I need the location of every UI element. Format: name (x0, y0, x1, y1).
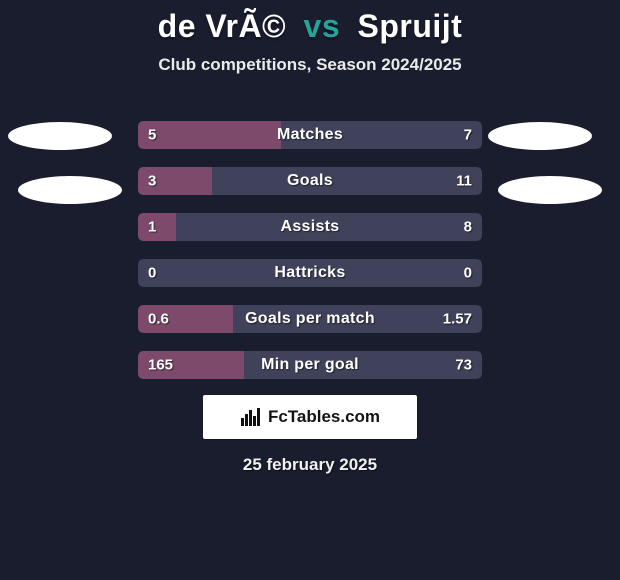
stat-left-value: 5 (148, 127, 156, 144)
stat-bar: 165 Min per goal 73 (138, 351, 482, 379)
stat-right-value: 1.57 (443, 311, 472, 328)
page-title: de VrÃ© vs Spruijt (158, 8, 463, 45)
stat-right-value: 73 (455, 357, 472, 374)
player-badge-placeholder (8, 122, 112, 150)
player-badge-placeholder (498, 176, 602, 204)
stat-label: Hattricks (274, 264, 345, 282)
brand-link[interactable]: FcTables.com (203, 395, 417, 439)
vs-label: vs (304, 8, 341, 44)
stat-label: Goals (287, 172, 333, 190)
stat-bar-fill (138, 121, 281, 149)
stat-bar: 3 Goals 11 (138, 167, 482, 195)
bars-mini-icon (240, 406, 262, 428)
stat-bar-fill (138, 213, 176, 241)
brand-text: FcTables.com (268, 407, 380, 427)
stat-right-value: 0 (464, 265, 472, 282)
stat-label: Assists (280, 218, 339, 236)
stats-bars: 5Matches73Goals111Assists80Hattricks00.6… (138, 121, 482, 379)
player-badge-placeholder (18, 176, 122, 204)
stat-bar: 5 Matches 7 (138, 121, 482, 149)
stat-right-value: 7 (464, 127, 472, 144)
comparison-card: de VrÃ© vs Spruijt Club competitions, Se… (0, 0, 620, 475)
footer-date: 25 february 2025 (243, 455, 377, 475)
player1-name: de VrÃ© (158, 8, 286, 44)
stat-bar: 0 Hattricks 0 (138, 259, 482, 287)
stat-left-value: 0.6 (148, 311, 169, 328)
player2-name: Spruijt (358, 8, 463, 44)
stat-left-value: 0 (148, 265, 156, 282)
stat-bar: 1 Assists 8 (138, 213, 482, 241)
stat-label: Min per goal (261, 356, 359, 374)
stat-bar: 0.6 Goals per match 1.57 (138, 305, 482, 333)
stat-right-value: 8 (464, 219, 472, 236)
stat-left-value: 3 (148, 173, 156, 190)
stat-label: Goals per match (245, 310, 375, 328)
stat-label: Matches (277, 126, 343, 144)
subtitle: Club competitions, Season 2024/2025 (158, 55, 461, 75)
stat-right-value: 11 (456, 173, 472, 190)
player-badge-placeholder (488, 122, 592, 150)
stat-left-value: 1 (148, 219, 156, 236)
stat-left-value: 165 (148, 357, 173, 374)
